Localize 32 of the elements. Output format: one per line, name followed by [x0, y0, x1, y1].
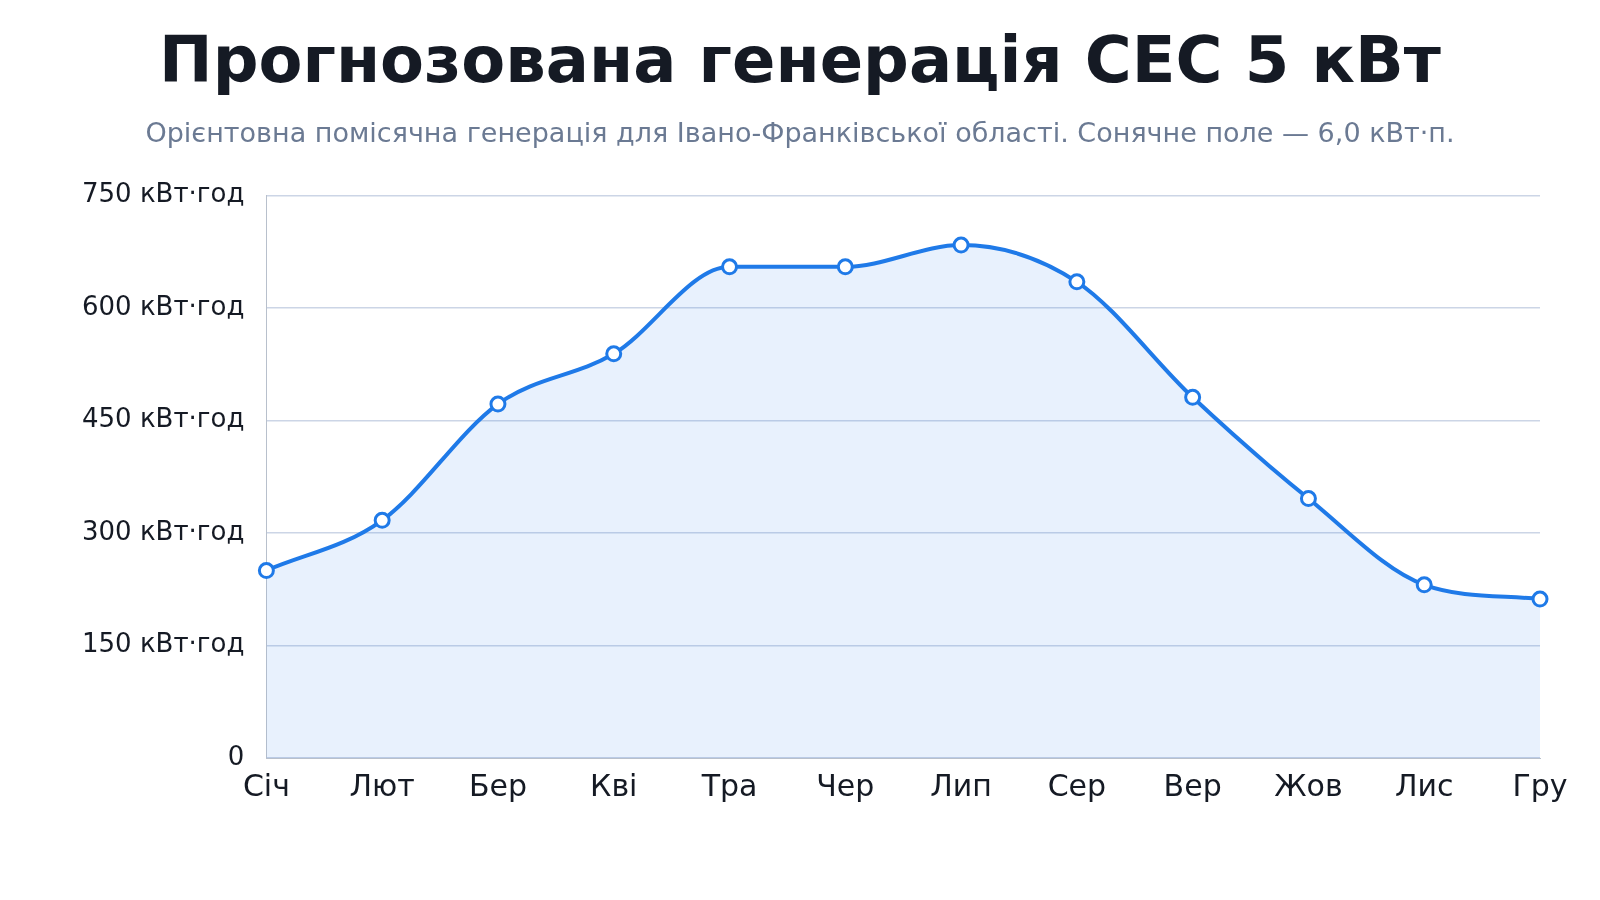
point — [1415, 576, 1433, 594]
x-tick-label: Сер — [1047, 767, 1107, 803]
point — [721, 258, 739, 276]
point — [952, 236, 970, 254]
y-tick-label: 0 — [227, 740, 245, 771]
y-tick-label: 300 кВт·год — [82, 515, 245, 546]
y-tick-label: 450 кВт·год — [82, 403, 245, 434]
point — [836, 258, 854, 276]
chart-subtitle: Орієнтовна помісячна генерація для Івано-Франківської області. Сонячне поле — 6,0 кВт·п. — [144, 116, 1456, 150]
y-tick-label: 600 кВт·год — [82, 290, 245, 321]
y-tick-label: 750 кВт·год — [82, 178, 245, 209]
point — [1531, 590, 1549, 608]
x-tick-label: Лип — [930, 767, 992, 803]
point — [489, 395, 507, 413]
point — [1299, 490, 1317, 508]
x-tick-label: Тра — [700, 767, 758, 803]
x-tick-label: Кві — [590, 767, 638, 803]
x-tick-label: Вер — [1163, 767, 1222, 803]
x-tick-label: Чер — [816, 767, 875, 803]
x-tick-label: Лют — [349, 767, 415, 803]
x-tick-label: Січ — [242, 767, 290, 803]
point — [257, 562, 275, 580]
chart-title: Прогнозована генерація СЕС 5 кВт — [158, 22, 1442, 99]
x-tick-label: Бер — [468, 767, 527, 803]
y-tick-label: 150 кВт·год — [82, 628, 245, 659]
point — [605, 345, 623, 363]
point — [1068, 273, 1086, 291]
x-tick-label: Гру — [1512, 767, 1568, 803]
x-tick-label: Жов — [1274, 767, 1343, 803]
x-tick-label: Лис — [1394, 767, 1454, 803]
point — [1184, 388, 1202, 406]
point — [373, 511, 391, 529]
